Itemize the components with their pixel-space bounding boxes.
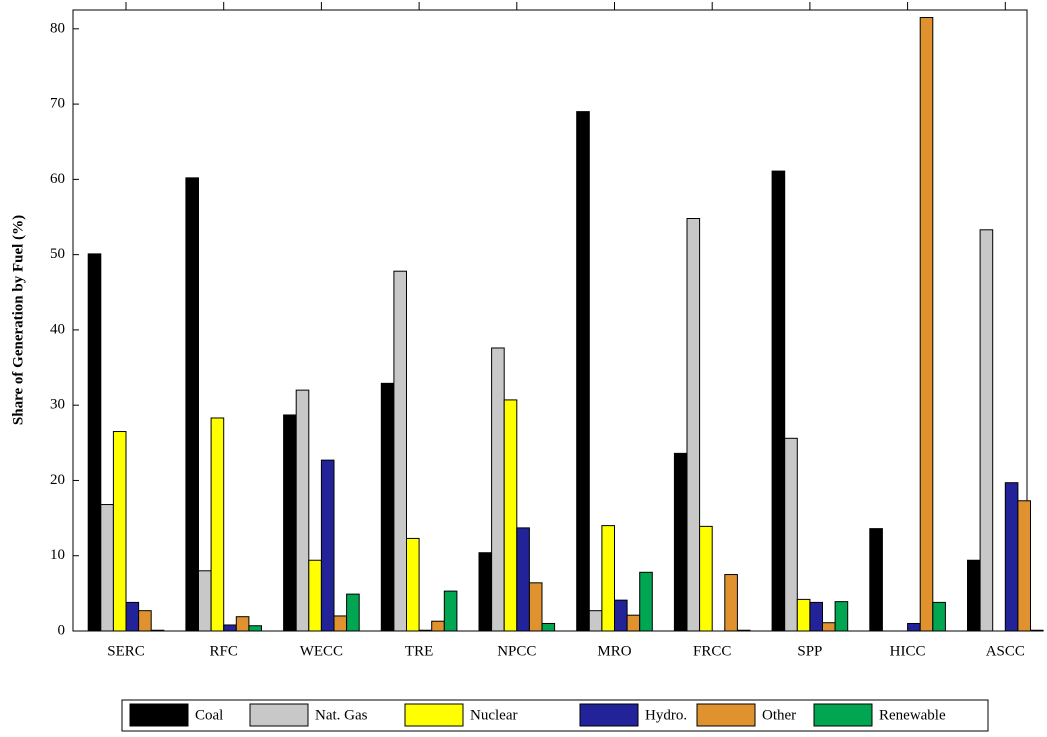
- bar: [308, 559, 322, 632]
- bar: [771, 170, 786, 632]
- y-tick-label: 0: [58, 622, 66, 638]
- bar: [516, 527, 530, 632]
- legend-swatch: [404, 703, 464, 727]
- legend-label: Renewable: [879, 707, 946, 723]
- bar: [614, 599, 628, 632]
- legend-swatch: [696, 703, 756, 727]
- bar: [503, 399, 518, 632]
- bar: [809, 601, 824, 632]
- bar: [491, 347, 505, 632]
- y-tick-label: 60: [50, 171, 65, 187]
- bar: [100, 504, 114, 632]
- x-tick-label: TRE: [405, 643, 433, 659]
- bar: [198, 570, 212, 632]
- y-tick-label: 80: [50, 20, 65, 36]
- legend-label: Hydro.: [645, 707, 687, 723]
- bar: [834, 601, 849, 632]
- legend-label: Coal: [195, 707, 223, 723]
- legend-label: Other: [762, 707, 796, 723]
- bar: [576, 111, 590, 632]
- bar: [295, 389, 310, 632]
- bar: [393, 270, 407, 632]
- x-tick-label: SERC: [107, 643, 145, 659]
- legend-swatch: [813, 703, 873, 727]
- bar: [138, 610, 152, 632]
- bar: [418, 629, 433, 632]
- y-tick-label: 40: [50, 321, 65, 337]
- x-tick-label: MRO: [597, 643, 631, 659]
- legend-swatch: [249, 703, 309, 727]
- bar: [406, 537, 420, 632]
- y-tick-label: 20: [50, 472, 65, 488]
- bar: [932, 601, 946, 632]
- bar: [248, 625, 262, 632]
- bar: [478, 552, 493, 632]
- bar: [185, 177, 199, 632]
- legend-label: Nuclear: [470, 707, 517, 723]
- bar: [979, 229, 994, 632]
- y-tick-label: 30: [50, 397, 65, 413]
- bar: [333, 615, 348, 632]
- bar: [283, 414, 297, 632]
- bar: [869, 528, 883, 632]
- bar: [907, 622, 921, 632]
- x-tick-label: FRCC: [693, 643, 731, 659]
- x-tick-label: NPCC: [497, 643, 536, 659]
- y-axis-label: Share of Generation by Fuel (%): [10, 215, 26, 425]
- bar: [1030, 629, 1044, 632]
- legend-label: Nat. Gas: [315, 707, 368, 723]
- bar: [320, 459, 335, 632]
- y-tick-label: 70: [50, 96, 65, 112]
- bar: [346, 593, 360, 632]
- bar: [724, 574, 738, 632]
- bar: [1004, 482, 1019, 632]
- bar: [87, 253, 102, 632]
- x-tick-label: RFC: [210, 643, 238, 659]
- bar: [443, 590, 458, 632]
- bar: [150, 629, 165, 632]
- bar: [541, 622, 556, 632]
- bar: [626, 614, 641, 632]
- bar: [431, 620, 445, 632]
- legend-frame: [121, 699, 989, 732]
- x-tick-label: ASCC: [986, 643, 1025, 659]
- bar: [112, 431, 127, 632]
- x-tick-label: WECC: [300, 643, 343, 659]
- bar: [380, 382, 395, 632]
- x-tick-label: SPP: [797, 643, 822, 659]
- bar: [223, 624, 237, 632]
- bar: [736, 629, 751, 632]
- bar: [699, 525, 713, 632]
- bar: [784, 437, 798, 632]
- y-tick-label: 50: [50, 246, 65, 262]
- legend-swatch: [579, 703, 639, 727]
- y-tick-label: 10: [50, 547, 65, 563]
- bar: [686, 218, 701, 632]
- legend-swatch: [129, 703, 189, 727]
- bar: [528, 582, 543, 632]
- bar: [125, 601, 140, 632]
- bar: [822, 622, 836, 632]
- bar: [1017, 500, 1032, 632]
- bar: [919, 17, 934, 632]
- bar: [967, 559, 981, 632]
- bar: [639, 571, 653, 632]
- bar: [673, 452, 688, 632]
- bar: [210, 417, 225, 632]
- x-tick-label: HICC: [890, 643, 926, 659]
- bar: [588, 610, 603, 632]
- bar: [601, 525, 616, 632]
- bar: [796, 598, 811, 632]
- bar: [235, 616, 250, 632]
